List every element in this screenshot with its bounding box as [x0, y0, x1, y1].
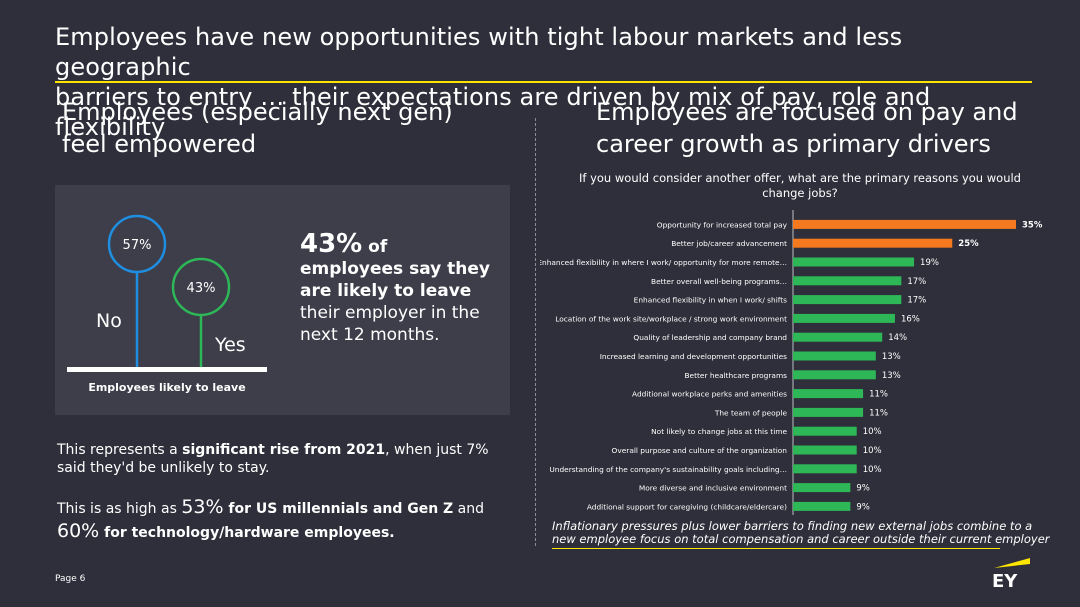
reasons-bar-chart: Opportunity for increased total pay 35% Be…	[540, 210, 1043, 515]
leave-stat-callout: 43% of employees say they are likely to l…	[300, 231, 500, 346]
bar	[793, 238, 953, 248]
stat-number: 43%	[300, 229, 363, 259]
para2-bold1: for US millennials and Gen Z	[223, 501, 454, 517]
right-heading-line-2: career growth as primary drivers	[596, 130, 991, 158]
category-label: Better job/career advancement	[671, 239, 787, 248]
bar	[793, 407, 864, 417]
value-label: 13%	[882, 352, 901, 362]
bar	[793, 276, 902, 286]
yes-circle	[171, 257, 231, 317]
page-number: Page 6	[55, 574, 86, 584]
category-label: More diverse and inclusive environment	[639, 484, 787, 493]
value-label: 14%	[888, 333, 907, 343]
bar	[793, 426, 857, 436]
stat-of: of	[362, 237, 388, 257]
bar	[793, 257, 915, 267]
category-label: Not likely to change jobs at this time	[651, 427, 787, 436]
category-label: Better overall well-being programs…	[651, 277, 787, 286]
section-divider	[535, 118, 536, 546]
para1-post: , when just 7% said they'd be unlikely t…	[57, 442, 489, 476]
category-label: Opportunity for increased total pay	[657, 220, 788, 229]
rise-paragraph: This represents a significant rise from …	[57, 441, 517, 477]
bar	[793, 464, 857, 474]
para1-pre: This represents a	[57, 442, 183, 458]
logo-text: EY	[992, 571, 1018, 590]
para2-mid: and	[453, 501, 484, 517]
para2-pre: This is as high as	[57, 501, 182, 517]
right-heading-line-1: Employees are focused on pay and	[596, 98, 1018, 126]
value-label: 17%	[907, 296, 926, 306]
value-label: 13%	[882, 371, 901, 381]
headline-underline	[55, 81, 1032, 83]
slide-headline: Employees have new opportunities with ti…	[55, 22, 1045, 142]
category-label: Enhanced flexibility in where I work/ op…	[540, 258, 787, 267]
chart-title: If you would consider another offer, wha…	[579, 171, 1021, 200]
para2-num1: 53%	[181, 496, 224, 518]
headline-line-2: barriers to entry … their expectations a…	[55, 83, 931, 141]
category-label: Additional workplace perks and amenities	[632, 390, 787, 399]
category-label: Quality of leadership and company brand	[633, 333, 787, 342]
category-label: Overall purpose and culture of the organ…	[612, 446, 788, 455]
para1-bold: significant rise from 2021	[182, 442, 386, 458]
bar	[793, 351, 876, 361]
graphic-caption: Employees likely to leave	[88, 381, 245, 394]
bar	[793, 313, 895, 323]
footnote-underline	[552, 548, 1000, 549]
value-label: 25%	[958, 239, 979, 249]
left-heading-line-1: Employees (especially next gen)	[62, 98, 453, 126]
lollipop-graphic: 57% 43% No Yes Employees likely to leave	[67, 214, 267, 394]
yes-pct-label: 43%	[187, 281, 216, 296]
likely-to-leave-panel: 57% 43% No Yes Employees likely to leave	[55, 185, 510, 415]
left-heading-line-2: feel empowered	[62, 130, 257, 158]
para2-bold2: for technology/hardware employees.	[99, 525, 395, 541]
bar	[793, 483, 851, 493]
value-label: 10%	[863, 465, 882, 475]
chart-footnote: Inflationary pressures plus lower barrie…	[552, 519, 1050, 546]
value-label: 17%	[907, 277, 926, 287]
bar	[793, 445, 857, 455]
category-label: Additional support for caregiving (child…	[587, 502, 787, 511]
value-label: 16%	[901, 314, 920, 324]
bar	[793, 332, 883, 342]
category-label: Understanding of the company's sustainab…	[549, 465, 787, 474]
no-pct-label: 57%	[123, 238, 152, 253]
value-label: 9%	[856, 502, 870, 512]
headline-line-1: Employees have new opportunities with ti…	[55, 23, 903, 81]
no-label: No	[96, 310, 122, 332]
value-label: 10%	[863, 427, 882, 437]
value-label: 19%	[920, 258, 939, 268]
category-label: Location of the work site/workplace / st…	[555, 314, 787, 323]
no-circle	[107, 214, 167, 274]
graphic-baseline	[67, 367, 267, 372]
value-label: 9%	[856, 484, 870, 494]
bar	[793, 219, 1016, 229]
right-section-heading: Employees are focused on pay and career …	[596, 96, 1036, 160]
category-label: Enhanced flexibility in when I work/ shi…	[634, 296, 787, 305]
ey-logo: EY	[992, 558, 1030, 590]
value-label: 35%	[1022, 220, 1043, 230]
value-label: 10%	[863, 446, 882, 456]
left-section-heading: Employees (especially next gen) feel emp…	[62, 96, 492, 160]
bar	[793, 389, 864, 399]
bar	[793, 295, 902, 305]
category-label: Better healthcare programs	[684, 371, 787, 380]
category-label: The team of people	[714, 408, 788, 417]
logo-beam	[994, 558, 1030, 568]
stat-rest-text: their employer in the next 12 months.	[300, 303, 480, 345]
para2-num2: 60%	[57, 520, 100, 542]
bar	[793, 370, 876, 380]
yes-label: Yes	[214, 334, 246, 356]
value-label: 11%	[869, 390, 888, 400]
value-label: 11%	[869, 408, 888, 418]
segments-paragraph: This is as high as 53% for US millennial…	[57, 496, 517, 544]
stat-bold-text: employees say they are likely to leave	[300, 259, 491, 301]
category-label: Increased learning and development oppor…	[600, 352, 787, 361]
bar	[793, 501, 851, 511]
